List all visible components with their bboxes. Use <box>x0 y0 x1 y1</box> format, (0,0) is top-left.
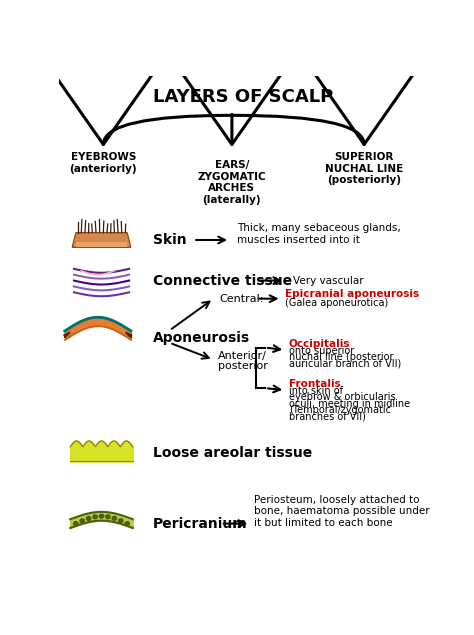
Text: eyebrow & orbicularis: eyebrow & orbicularis <box>289 392 395 403</box>
Text: (Temporal/zygomatic: (Temporal/zygomatic <box>289 405 391 415</box>
Text: auricular branch of VII): auricular branch of VII) <box>289 359 401 369</box>
Text: posterior: posterior <box>218 361 268 371</box>
Text: Pericranium: Pericranium <box>153 517 247 531</box>
Text: Very vascular: Very vascular <box>292 276 363 286</box>
Text: EYEBROWS
(anteriorly): EYEBROWS (anteriorly) <box>70 152 137 173</box>
Text: :: : <box>249 355 253 368</box>
Ellipse shape <box>80 519 84 523</box>
Text: Frontalis: Frontalis <box>289 379 341 389</box>
Text: Skin: Skin <box>153 233 187 247</box>
FancyArrowPatch shape <box>189 0 474 144</box>
Text: Aponeurosis: Aponeurosis <box>153 331 250 345</box>
FancyArrowPatch shape <box>0 0 278 144</box>
Ellipse shape <box>125 521 129 526</box>
Ellipse shape <box>86 516 91 521</box>
Polygon shape <box>76 243 127 248</box>
Text: branches of VII): branches of VII) <box>289 411 366 422</box>
Text: LAYERS OF SCALP: LAYERS OF SCALP <box>153 88 333 107</box>
Text: Loose areolar tissue: Loose areolar tissue <box>153 446 312 460</box>
Text: onto superior: onto superior <box>289 346 354 356</box>
Text: oculi, meeting in midline: oculi, meeting in midline <box>289 399 410 409</box>
Text: Periosteum, loosely attached to
bone, haematoma possible under
it but limited to: Periosteum, loosely attached to bone, ha… <box>254 495 429 528</box>
Text: Epicranial aponeurosis: Epicranial aponeurosis <box>285 289 419 299</box>
Text: (Galea aponeurotica): (Galea aponeurotica) <box>285 298 388 307</box>
Text: Connective tissue: Connective tissue <box>153 274 292 288</box>
Text: Anterior/: Anterior/ <box>218 351 267 361</box>
Text: into skin of: into skin of <box>289 386 343 396</box>
Text: nuchal line (posterior: nuchal line (posterior <box>289 352 393 363</box>
Text: SUPERIOR
NUCHAL LINE
(posteriorly): SUPERIOR NUCHAL LINE (posteriorly) <box>325 152 403 185</box>
Ellipse shape <box>93 515 97 519</box>
Ellipse shape <box>73 521 78 526</box>
Ellipse shape <box>112 516 117 520</box>
Text: Occipitalis: Occipitalis <box>289 339 350 349</box>
Polygon shape <box>72 232 131 248</box>
Text: Central:: Central: <box>219 293 264 304</box>
Text: EARS/
ZYGOMATIC
ARCHES
(laterally): EARS/ ZYGOMATIC ARCHES (laterally) <box>198 160 266 205</box>
Ellipse shape <box>106 515 110 519</box>
FancyArrowPatch shape <box>57 0 407 144</box>
Ellipse shape <box>99 514 104 518</box>
Text: Thick, many sebaceous glands,
muscles inserted into it: Thick, many sebaceous glands, muscles in… <box>237 224 401 245</box>
Ellipse shape <box>118 519 123 523</box>
